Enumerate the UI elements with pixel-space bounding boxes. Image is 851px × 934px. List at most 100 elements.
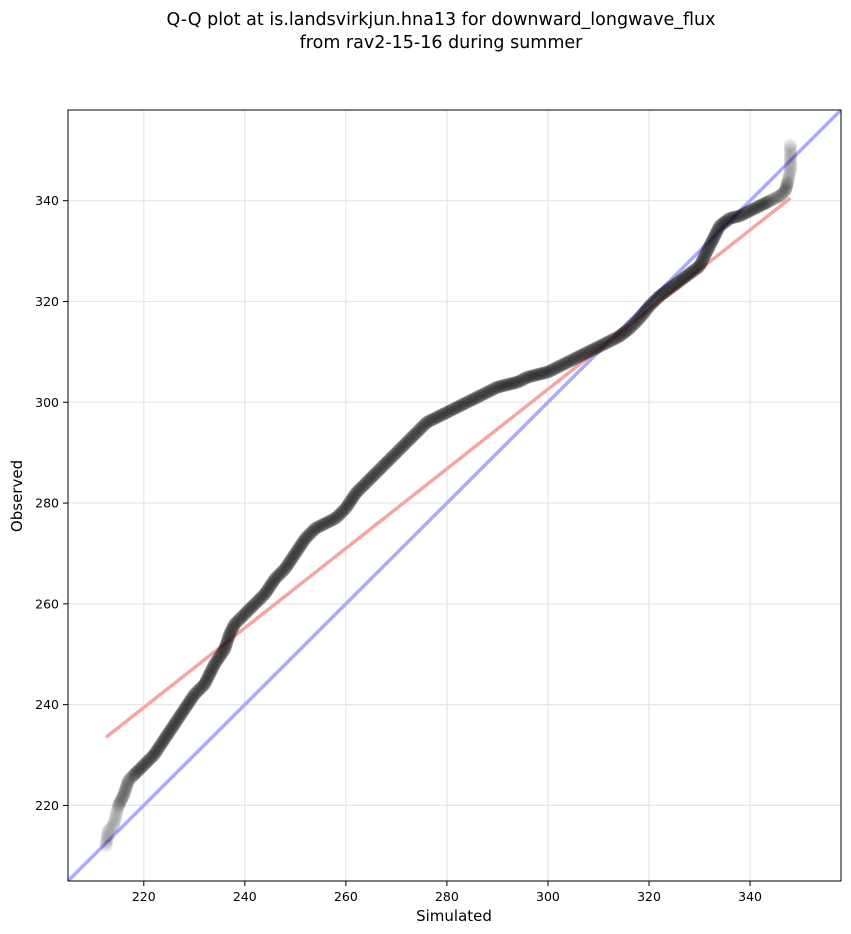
quantile-point — [521, 370, 535, 384]
quantile-point — [589, 341, 603, 355]
quantile-point — [111, 801, 125, 815]
quantile-point — [705, 235, 719, 249]
quantile-point — [359, 476, 373, 490]
quantile-point — [501, 378, 515, 392]
quantile-point — [718, 215, 732, 229]
quantile-point — [513, 374, 527, 388]
quantile-point — [267, 574, 281, 588]
quantile-point — [598, 337, 612, 351]
quantile-point — [677, 271, 691, 285]
y-tick-label-340: 340 — [35, 193, 59, 208]
quantile-point — [245, 600, 259, 614]
quantile-point — [178, 701, 192, 715]
y-tick-label-320: 320 — [35, 294, 59, 309]
quantile-point — [138, 756, 152, 770]
quantile-point — [219, 638, 233, 652]
quantile-point — [515, 373, 529, 387]
quantile-point — [281, 558, 295, 572]
quantile-point — [148, 746, 162, 760]
quantile-point — [270, 570, 284, 584]
quantile-point — [241, 604, 255, 618]
y-tick-label-240: 240 — [35, 697, 59, 712]
quantile-point — [565, 353, 579, 367]
quantile-point — [280, 560, 294, 574]
quantile-point — [203, 665, 217, 679]
quantile-point — [191, 684, 205, 698]
quantile-point — [215, 646, 229, 660]
quantile-point — [659, 284, 673, 298]
quantile-point — [99, 837, 113, 851]
quantile-point — [275, 565, 289, 579]
quantile-point — [224, 625, 238, 639]
quantile-point — [442, 404, 456, 418]
quantile-point — [671, 276, 685, 290]
quantile-point — [604, 334, 618, 348]
quantile-point — [341, 497, 355, 511]
quantile-point — [519, 371, 533, 385]
quantile-point — [523, 370, 537, 384]
quantile-point — [527, 369, 541, 383]
quantile-point — [755, 198, 769, 212]
quantile-point — [200, 671, 214, 685]
quantile-point — [101, 824, 115, 838]
quantile-point — [403, 432, 417, 446]
quantile-point — [121, 775, 135, 789]
quantile-point — [118, 784, 132, 798]
quantile-point — [608, 332, 622, 346]
quantile-point — [110, 805, 124, 819]
quantile-point — [765, 193, 779, 207]
quantile-point — [386, 449, 400, 463]
quantile-point — [697, 251, 711, 265]
quantile-point — [783, 159, 797, 173]
quantile-point — [769, 191, 783, 205]
quantile-point — [716, 216, 730, 230]
quantile-points — [99, 138, 797, 853]
quantile-point — [194, 681, 208, 695]
quantile-point — [782, 170, 796, 184]
quantile-point — [630, 314, 644, 328]
quantile-point — [714, 218, 728, 232]
quantile-point — [319, 516, 333, 530]
quantile-point — [494, 379, 508, 393]
quantile-point — [687, 263, 701, 277]
quantile-point — [602, 335, 616, 349]
quantile-point — [723, 211, 737, 225]
quantile-point — [707, 231, 721, 245]
quantile-point — [583, 344, 597, 358]
quantile-point — [116, 790, 130, 804]
quantile-point — [783, 150, 797, 164]
quantile-point — [649, 293, 663, 307]
quantile-point — [432, 409, 446, 423]
quantile-point — [405, 431, 419, 445]
quantile-point — [606, 333, 620, 347]
quantile-point — [661, 283, 675, 297]
quantile-point — [278, 562, 292, 576]
quantile-point — [617, 326, 631, 340]
quantile-point — [263, 579, 277, 593]
quantile-point — [737, 207, 751, 221]
quantile-point — [733, 209, 747, 223]
quantile-point — [779, 182, 793, 196]
quantile-point — [258, 587, 272, 601]
quantile-point — [400, 436, 414, 450]
quantile-point — [180, 699, 194, 713]
quantile-point — [635, 309, 649, 323]
quantile-point — [780, 176, 794, 190]
quantile-point — [591, 340, 605, 354]
quantile-point — [292, 541, 306, 555]
quantile-point — [293, 539, 307, 553]
quantile-point — [563, 354, 577, 368]
quantile-point — [132, 763, 146, 777]
quantile-point — [620, 323, 634, 337]
quantile-point — [332, 508, 346, 522]
quantile-point — [713, 219, 727, 233]
quantile-point — [176, 705, 190, 719]
quantile-point — [745, 203, 759, 217]
quantile-point — [464, 393, 478, 407]
quantile-point — [157, 733, 171, 747]
quantile-point — [362, 473, 376, 487]
quantile-point — [676, 272, 690, 286]
quantile-point — [115, 792, 129, 806]
quantile-point — [612, 330, 626, 344]
quantile-point — [721, 213, 735, 227]
